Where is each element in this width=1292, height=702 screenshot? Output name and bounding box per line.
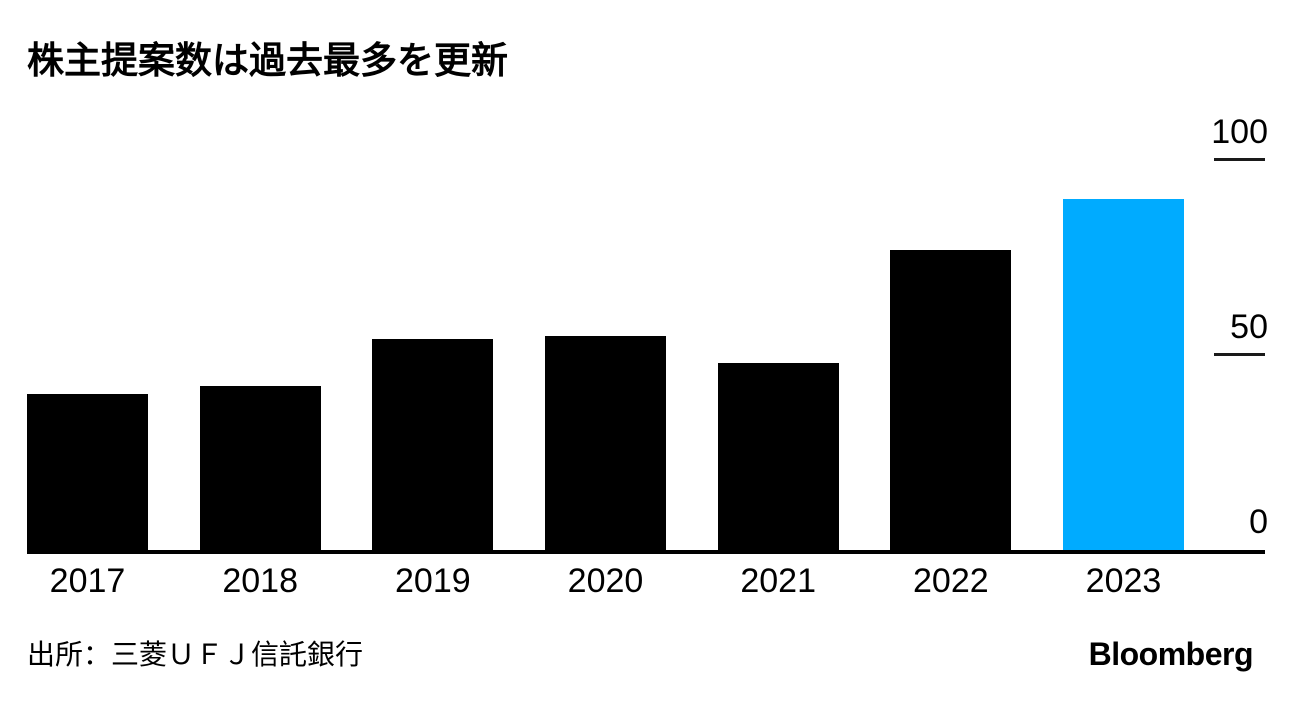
bloomberg-logo: Bloomberg (1088, 636, 1254, 672)
x-tick-label-2023: 2023 (1085, 562, 1162, 600)
bar-2021 (717, 362, 839, 550)
bar-2020 (545, 335, 666, 550)
y-tick-100 (1214, 158, 1265, 161)
y-tick-label-100: 100 (1211, 113, 1268, 151)
chart-title: 株主提案数は過去最多を更新 (27, 40, 508, 81)
x-tick-label-2020: 2020 (567, 562, 644, 600)
x-tick-label-2022: 2022 (913, 562, 989, 600)
x-tick-label-2021: 2021 (740, 562, 816, 600)
x-tick-label-2018: 2018 (222, 562, 298, 600)
x-tick-label-2019: 2019 (395, 562, 471, 600)
x-axis-line (27, 550, 1265, 554)
bar-2018 (199, 386, 321, 550)
y-tick-label-50: 50 (1230, 308, 1268, 346)
bar-2019 (372, 339, 494, 550)
y-tick-50 (1214, 353, 1265, 356)
plot-area (27, 160, 1184, 550)
bar-2023 (1063, 199, 1184, 550)
y-tick-label-0: 0 (1249, 503, 1268, 541)
bar-2022 (890, 249, 1012, 550)
x-tick-label-2017: 2017 (49, 562, 126, 600)
bar-2017 (27, 394, 148, 550)
source-note: 出所：三菱ＵＦＪ信託銀行 (27, 639, 364, 670)
